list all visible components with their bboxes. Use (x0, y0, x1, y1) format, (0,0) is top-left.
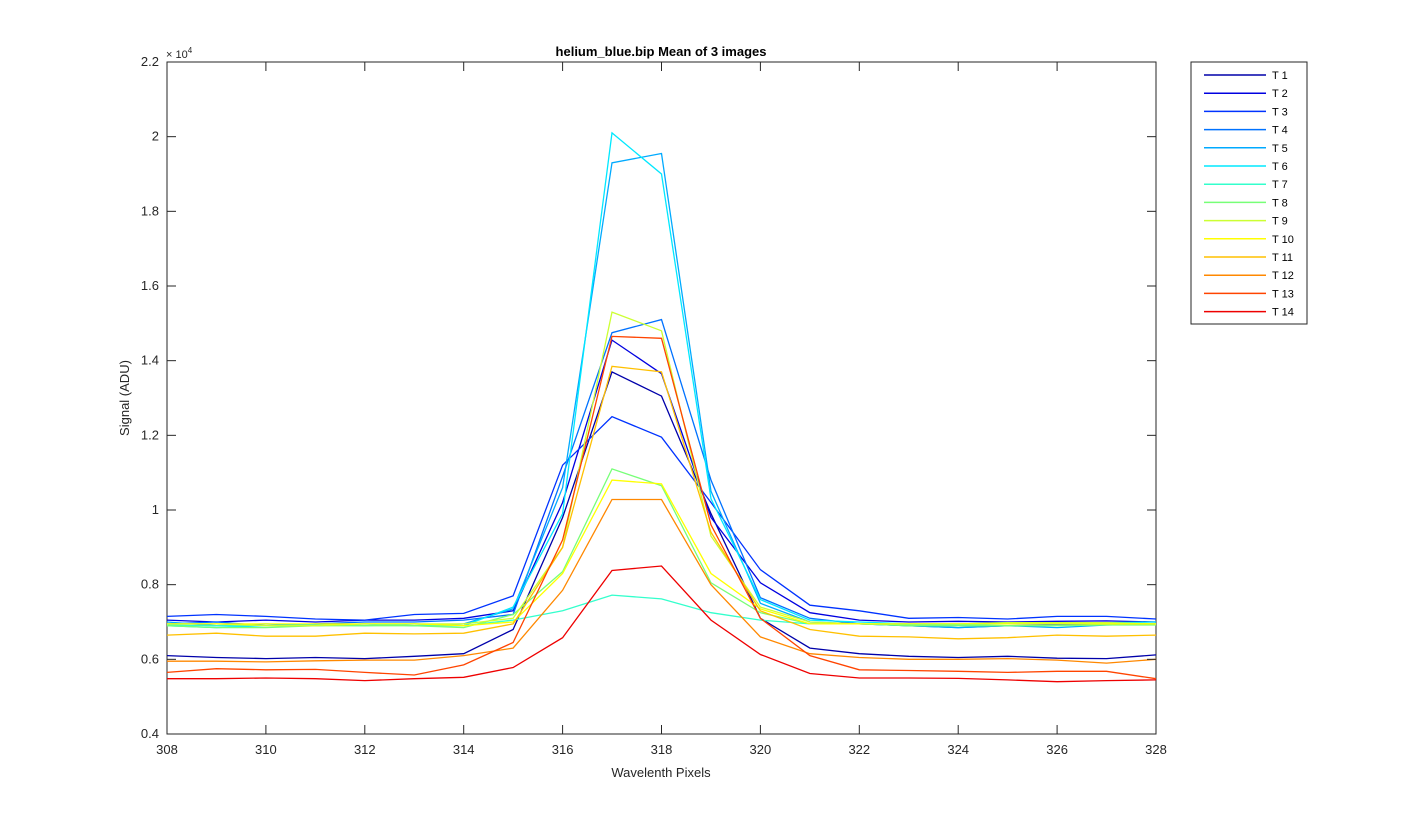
y-axis: 0.4 0.6 0.8 1 1.2 1.4 1.6 1.8 2 2.2 (141, 54, 1156, 741)
plot-frame (166, 61, 1157, 735)
y-tick-label: 1.2 (141, 427, 159, 442)
legend-item[interactable]: T 5 (1204, 143, 1288, 155)
legend-item[interactable]: T 1 (1204, 70, 1288, 82)
legend-item[interactable]: T 14 (1204, 307, 1294, 319)
x-tick-label: 326 (1046, 742, 1068, 757)
y-tick-label: 1.8 (141, 203, 159, 218)
legend-label: T 11 (1272, 252, 1293, 264)
chart-title: helium_blue.bip Mean of 3 images (556, 44, 767, 59)
x-tick-label: 314 (453, 742, 475, 757)
legend[interactable]: T 1 T 2 T 3 T 4 T 5 T 6 T 7 T 8 T 9 T 10 T 11 T 12 T… (1190, 61, 1308, 325)
legend-label: T 7 (1272, 179, 1288, 191)
series-line-t1 (166, 370, 1157, 660)
y-exponent-base: × 10 (166, 49, 188, 61)
y-exponent-label: × 104 (166, 46, 193, 61)
series-line-t10 (167, 479, 1156, 627)
y-axis-label: Signal (ADU) (117, 360, 132, 436)
legend-item[interactable]: T 8 (1204, 197, 1288, 209)
legend-item[interactable]: T 11 (1204, 252, 1293, 264)
x-tick-label: 322 (848, 742, 870, 757)
y-tick-label: 0.6 (141, 651, 159, 666)
x-axis-label: Wavelenth Pixels (611, 765, 711, 780)
y-tick-label: 1 (152, 502, 159, 517)
y-tick-label: 0.4 (141, 726, 159, 741)
legend-label: T 1 (1272, 70, 1288, 82)
x-tick-label: 308 (156, 742, 178, 757)
legend-item[interactable]: T 2 (1204, 88, 1288, 100)
y-tick-label: 2 (152, 129, 159, 144)
series-line-t12 (167, 498, 1157, 664)
legend-item[interactable]: T 13 (1204, 288, 1294, 300)
legend-item[interactable]: T 7 (1204, 179, 1288, 191)
y-tick-label: 0.8 (141, 577, 159, 592)
legend-box (1190, 61, 1308, 325)
y-tick-label: 2.2 (141, 54, 159, 69)
plot-area: 308 310 312 314 316 318 320 322 324 326 328 0.4 0.6… (141, 54, 1167, 757)
x-tick-label: 312 (354, 742, 376, 757)
y-tick-label: 1.6 (141, 278, 159, 293)
legend-label: T 6 (1272, 161, 1288, 173)
legend-items: T 1 T 2 T 3 T 4 T 5 T 6 T 7 T 8 T 9 T 10 T 11 T 12 T… (1204, 70, 1294, 319)
x-tick-label: 328 (1145, 742, 1167, 757)
series-line-t14 (167, 565, 1157, 683)
series-line-t3 (166, 415, 1157, 621)
legend-label: T 10 (1272, 234, 1294, 246)
legend-item[interactable]: T 3 (1204, 106, 1288, 118)
legend-item[interactable]: T 4 (1204, 125, 1288, 137)
legend-item[interactable]: T 9 (1204, 216, 1288, 228)
x-tick-label: 310 (255, 742, 277, 757)
legend-item[interactable]: T 12 (1204, 270, 1294, 282)
y-exponent-power: 4 (188, 46, 193, 55)
x-tick-label: 316 (552, 742, 574, 757)
legend-label: T 14 (1272, 307, 1294, 319)
x-tick-label: 320 (750, 742, 772, 757)
legend-label: T 12 (1272, 270, 1294, 282)
series-line-t11 (166, 365, 1157, 640)
y-tick-label: 1.4 (141, 353, 159, 368)
series-lines (166, 131, 1157, 683)
legend-label: T 3 (1272, 106, 1288, 118)
legend-label: T 2 (1272, 88, 1288, 100)
legend-label: T 9 (1272, 216, 1288, 228)
series-line-t13 (166, 335, 1157, 680)
legend-label: T 13 (1272, 288, 1294, 300)
legend-item[interactable]: T 10 (1204, 234, 1294, 246)
legend-label: T 8 (1272, 197, 1288, 209)
x-axis: 308 310 312 314 316 318 320 322 324 326 328 (156, 62, 1167, 757)
legend-label: T 4 (1272, 125, 1288, 137)
legend-item[interactable]: T 6 (1204, 161, 1288, 173)
x-tick-label: 318 (651, 742, 673, 757)
x-tick-label: 324 (947, 742, 969, 757)
series-line-t9 (167, 311, 1157, 627)
legend-label: T 5 (1272, 143, 1288, 155)
